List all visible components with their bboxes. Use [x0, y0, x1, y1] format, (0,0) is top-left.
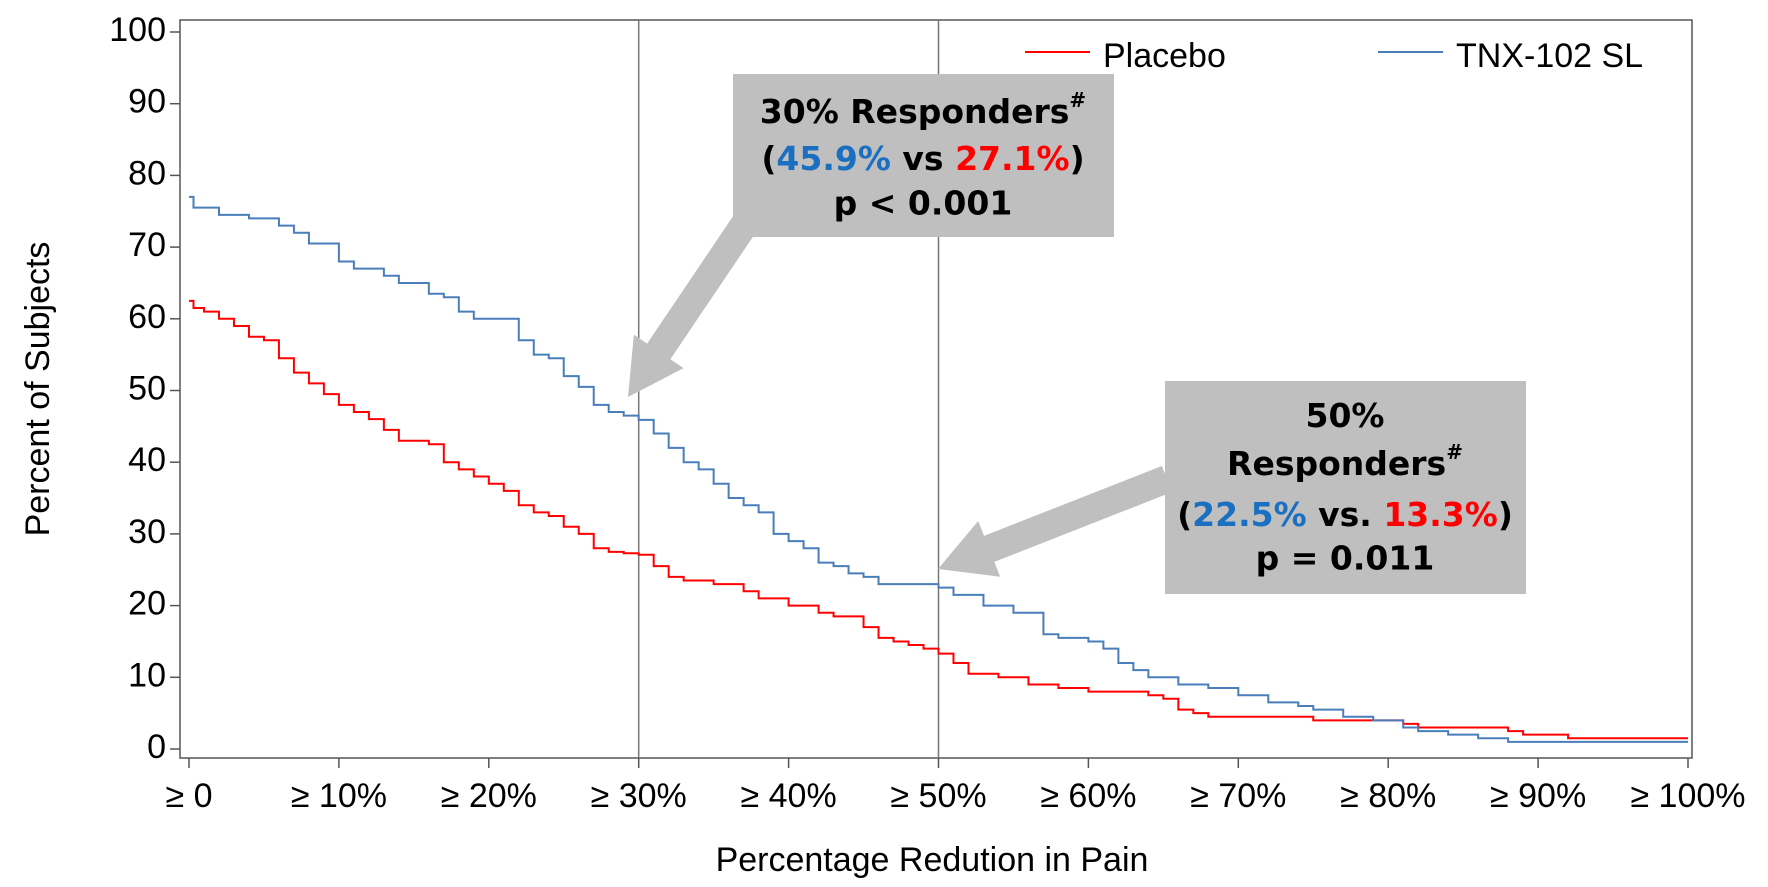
annotation-tnx: 45.9%: [776, 139, 891, 178]
y-axis-title: Percent of Subjects: [19, 242, 57, 537]
annotation-pvalue: p = 0.011: [1256, 539, 1435, 578]
annotation-title: Responders#: [1227, 440, 1463, 483]
annotation-sep: vs.: [1307, 495, 1384, 534]
annotation-paren: (: [1177, 495, 1192, 534]
y-tick-label: 60: [128, 298, 166, 336]
annotation-box: [1165, 381, 1526, 594]
annotation-sep: vs: [891, 139, 955, 178]
annotation-title: 30% Responders#: [760, 88, 1086, 131]
y-tick-label: 50: [128, 369, 166, 407]
annotation-box: [733, 74, 1114, 237]
annotation-paren: ): [1498, 495, 1513, 534]
annotation-placebo: 27.1%: [955, 139, 1070, 178]
annotation-paren: (: [761, 139, 776, 178]
x-tick-label: ≥ 60%: [1040, 777, 1136, 815]
annotation-arrow: [938, 465, 1173, 577]
x-tick-label: ≥ 90%: [1490, 777, 1586, 815]
x-tick-label: ≥ 40%: [741, 777, 837, 815]
annotation-values: (22.5% vs. 13.3%): [1177, 495, 1513, 534]
series-line: [189, 195, 1688, 743]
y-tick-label: 30: [128, 513, 166, 551]
x-tick-label: ≥ 20%: [441, 777, 537, 815]
y-tick-label: 40: [128, 441, 166, 479]
series-line: [189, 299, 1688, 740]
y-tick-label: 90: [128, 83, 166, 121]
annotation-pvalue: p < 0.001: [834, 184, 1013, 223]
annotation-title-text: 50%: [1306, 396, 1385, 435]
annotation-arrow: [628, 217, 756, 397]
annotation-values: (45.9% vs 27.1%): [761, 139, 1084, 178]
annotation-title-text: 30% Responders: [760, 92, 1070, 131]
plot-frame: [179, 19, 1693, 759]
y-tick-label: 20: [128, 585, 166, 623]
y-tick-label: 70: [128, 226, 166, 264]
x-axis-title: Percentage Redution in Pain: [716, 841, 1149, 879]
x-tick-label: ≥ 0: [165, 777, 212, 815]
legend-label: TNX-102 SL: [1456, 37, 1643, 75]
annotation-superscript: #: [1446, 440, 1463, 464]
legend-label: Placebo: [1103, 37, 1226, 75]
x-tick-label: ≥ 80%: [1340, 777, 1436, 815]
annotation-tnx: 22.5%: [1192, 495, 1307, 534]
x-tick-label: ≥ 50%: [890, 777, 986, 815]
annotation-title-text: Responders: [1227, 444, 1446, 483]
y-tick-label: 80: [128, 154, 166, 192]
x-tick-label: ≥ 100%: [1630, 777, 1745, 815]
annotation-paren: ): [1070, 139, 1085, 178]
y-tick-label: 100: [109, 11, 166, 49]
x-tick-label: ≥ 10%: [291, 777, 387, 815]
annotation-title: 50%: [1306, 396, 1385, 435]
y-tick-label: 10: [128, 656, 166, 694]
annotation-superscript: #: [1069, 88, 1086, 112]
annotation-placebo: 13.3%: [1383, 495, 1498, 534]
x-tick-label: ≥ 30%: [591, 777, 687, 815]
y-tick-label: 0: [147, 728, 166, 766]
x-tick-label: ≥ 70%: [1190, 777, 1286, 815]
